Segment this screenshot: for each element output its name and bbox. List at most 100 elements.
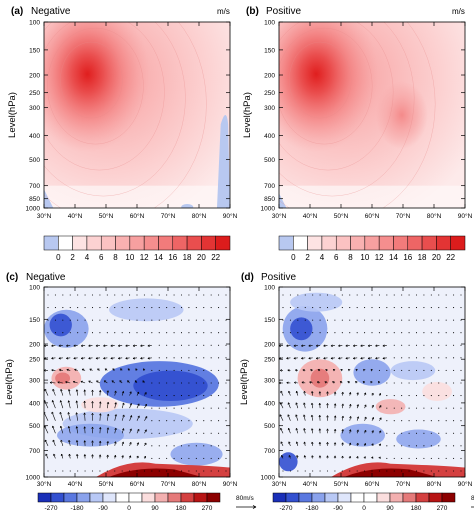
y-tick-label: 150: [264, 47, 275, 54]
flux-vector-dot: [438, 370, 439, 371]
colorbar-label: 0: [56, 253, 61, 262]
colorbar-label: 180: [411, 505, 422, 512]
flux-vector-dot: [166, 320, 167, 321]
negative-region: [57, 424, 124, 447]
flux-vector-dot: [394, 445, 395, 446]
colorbar-swatch: [351, 493, 364, 502]
flux-vector-dot: [438, 420, 439, 421]
flux-vector-dot: [394, 395, 395, 396]
x-tick-label: 90°N: [458, 212, 473, 220]
colorbar-label: 18: [183, 253, 192, 262]
flux-vector-dot: [196, 357, 197, 358]
positive-region: [311, 369, 330, 388]
colorbar-swatch: [408, 236, 422, 250]
colorbar-swatch: [58, 236, 72, 250]
colorbar-swatch: [436, 236, 450, 250]
flux-vector-dot: [62, 307, 63, 308]
flux-vector-dot: [438, 320, 439, 321]
colorbar-label: -180: [70, 505, 83, 512]
y-tick-label: 200: [29, 342, 40, 349]
flux-vector-dot: [320, 307, 321, 308]
flux-vector-dot: [401, 445, 402, 446]
y-tick-label: 100: [29, 20, 40, 27]
flux-vector-dot: [136, 470, 137, 471]
flux-vector-dot: [181, 395, 182, 396]
flux-vector-dot: [159, 320, 160, 321]
flux-vector-dot: [409, 307, 410, 308]
flux-vector-dot: [166, 408, 167, 409]
y-tick-label: 200: [264, 342, 275, 349]
colorbar-label: 270: [202, 505, 213, 512]
colorbar-swatch: [103, 493, 116, 502]
flux-vector-dot: [386, 420, 387, 421]
x-tick-label: 70°N: [161, 480, 176, 488]
flux-vector-dot: [77, 332, 78, 333]
colorbar-swatch: [64, 493, 77, 502]
flux-vector-dot: [327, 294, 328, 295]
flux-vector-dot: [409, 445, 410, 446]
colorbar-swatch: [279, 236, 293, 250]
x-tick-label: 50°N: [99, 212, 114, 220]
flux-vector-dot: [151, 370, 152, 371]
y-tick-label: 1000: [261, 206, 276, 213]
flux-vector-dot: [409, 433, 410, 434]
flux-vector-dot: [196, 408, 197, 409]
flux-vector-dot: [416, 294, 417, 295]
flux-vector-dot: [211, 445, 212, 446]
flux-vector-dot: [282, 294, 283, 295]
flux-vector-dot: [144, 470, 145, 471]
flux-vector-dot: [297, 470, 298, 471]
colorbar-label: 6: [99, 253, 104, 262]
flux-vector-dot: [188, 294, 189, 295]
x-tick-label: 80°N: [427, 480, 442, 488]
flux-vector-dot: [114, 294, 115, 295]
flux-vector-dot: [196, 395, 197, 396]
flux-vector-dot: [203, 382, 204, 383]
flux-vector-dot: [446, 307, 447, 308]
colorbar-swatch: [365, 236, 379, 250]
flux-vector-dot: [401, 458, 402, 459]
flux-vector-dot: [225, 433, 226, 434]
flux-vector-dot: [386, 458, 387, 459]
y-tick-label: 200: [264, 73, 275, 80]
flux-vector-dot: [151, 408, 152, 409]
colorbar-swatch: [90, 493, 103, 502]
flux-vector-dot: [196, 445, 197, 446]
y-tick-label: 150: [29, 47, 40, 54]
flux-vector-dot: [453, 345, 454, 346]
flux-vector-dot: [386, 445, 387, 446]
flux-vector-dot: [305, 320, 306, 321]
x-tick-label: 60°N: [130, 480, 145, 488]
flux-vector-dot: [438, 357, 439, 358]
flux-vector-dot: [453, 320, 454, 321]
flux-vector-dot: [99, 307, 100, 308]
flux-vector-dot: [416, 370, 417, 371]
colorbar-swatch: [73, 236, 87, 250]
flux-vector-dot: [446, 320, 447, 321]
flux-vector-dot: [174, 320, 175, 321]
flux-vector-dot: [386, 433, 387, 434]
flux-vector-dot: [416, 320, 417, 321]
reference-vector-label: 80m/s: [236, 495, 254, 502]
colorbar-swatch: [377, 493, 390, 502]
panel-label: (c): [6, 272, 18, 283]
flux-vector-dot: [416, 458, 417, 459]
panel-title: Positive: [261, 272, 296, 283]
flux-vector-dot: [386, 470, 387, 471]
colorbar-swatch: [155, 493, 168, 502]
flux-vector-dot: [114, 307, 115, 308]
flux-vector-dot: [460, 458, 461, 459]
flux-vector-dot: [136, 307, 137, 308]
flux-vector-dot: [196, 370, 197, 371]
flux-vector-dot: [211, 433, 212, 434]
flux-vector-dot: [460, 345, 461, 346]
colorbar-swatch: [338, 493, 351, 502]
colorbar-swatch: [181, 493, 194, 502]
flux-vector-dot: [423, 408, 424, 409]
flux-vector-dot: [416, 470, 417, 471]
positive-region: [81, 397, 118, 412]
flux-vector-dot: [174, 307, 175, 308]
flux-vector-dot: [70, 294, 71, 295]
